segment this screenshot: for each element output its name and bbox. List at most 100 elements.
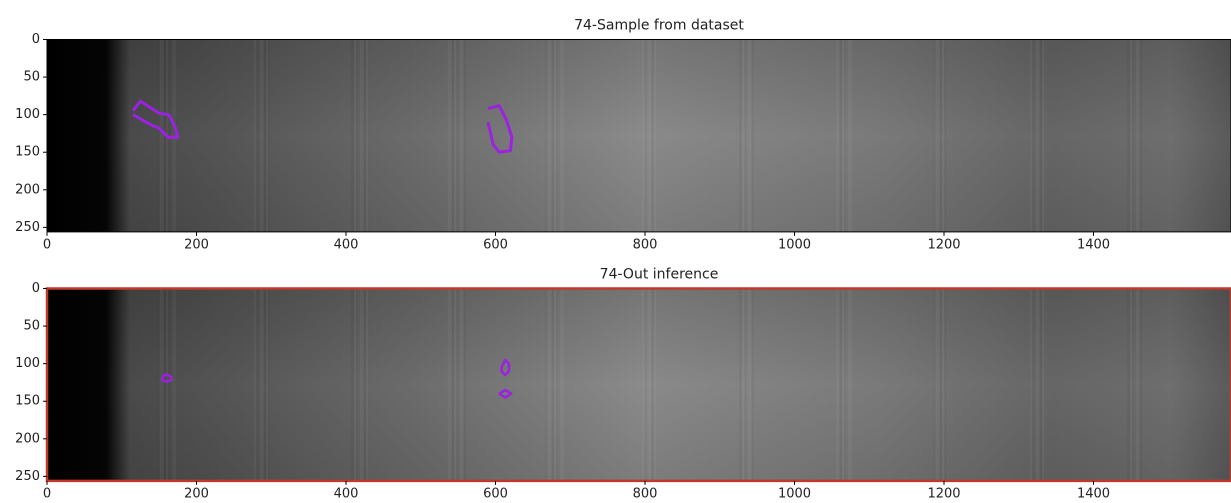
texture xyxy=(939,39,942,232)
texture xyxy=(642,288,644,481)
contour xyxy=(500,358,511,377)
texture xyxy=(354,288,356,481)
texture xyxy=(939,288,942,481)
texture xyxy=(648,288,652,481)
texture xyxy=(363,39,366,232)
texture xyxy=(451,288,454,481)
x-tick-label: 1000 xyxy=(778,237,811,252)
texture xyxy=(1139,288,1142,481)
texture xyxy=(942,39,944,232)
texture xyxy=(454,39,456,232)
texture xyxy=(651,39,654,232)
texture xyxy=(560,288,564,481)
texture xyxy=(1130,288,1132,481)
x-tick-label: 800 xyxy=(633,237,658,252)
texture xyxy=(654,39,656,232)
texture xyxy=(751,288,754,481)
x-tick-label: 0 xyxy=(43,486,51,501)
texture xyxy=(1136,288,1140,481)
y-tick-label: 100 xyxy=(15,356,40,371)
texture xyxy=(463,288,466,481)
texture xyxy=(257,39,258,232)
y-tick-label: 150 xyxy=(15,394,40,409)
texture xyxy=(545,39,546,232)
texture xyxy=(942,288,944,481)
texture xyxy=(1039,288,1042,481)
texture xyxy=(457,39,458,232)
y-tick-label: 100 xyxy=(15,107,40,122)
chart-title: 74-Sample from dataset xyxy=(574,18,744,34)
texture xyxy=(257,288,258,481)
x-tick-label: 200 xyxy=(184,486,209,501)
texture xyxy=(1133,39,1134,232)
image-shade xyxy=(47,39,1231,232)
texture xyxy=(751,39,754,232)
y-tick-label: 0 xyxy=(32,32,40,47)
texture xyxy=(166,288,168,481)
texture xyxy=(651,288,654,481)
texture xyxy=(845,39,846,232)
texture xyxy=(654,288,656,481)
texture xyxy=(945,39,946,232)
x-tick-label: 600 xyxy=(483,237,508,252)
texture xyxy=(1039,39,1042,232)
texture xyxy=(360,39,364,232)
texture xyxy=(1036,39,1040,232)
x-tick-label: 800 xyxy=(633,486,658,501)
texture xyxy=(551,39,554,232)
x-tick-label: 400 xyxy=(334,237,359,252)
texture xyxy=(739,39,742,232)
x-tick-label: 1400 xyxy=(1077,237,1110,252)
texture xyxy=(254,39,256,232)
texture xyxy=(548,288,552,481)
texture xyxy=(363,288,366,481)
texture xyxy=(848,288,852,481)
texture xyxy=(748,39,752,232)
texture xyxy=(260,39,264,232)
texture xyxy=(1139,39,1142,232)
texture xyxy=(1136,39,1140,232)
texture xyxy=(842,288,844,481)
texture xyxy=(160,39,164,232)
texture xyxy=(448,39,452,232)
texture xyxy=(351,39,354,232)
y-tick-label: 250 xyxy=(15,469,40,484)
y-tick-label: 50 xyxy=(23,319,40,334)
texture xyxy=(460,39,464,232)
texture xyxy=(269,39,270,232)
texture xyxy=(1033,39,1034,232)
texture xyxy=(551,288,554,481)
texture xyxy=(742,39,744,232)
texture xyxy=(254,288,256,481)
texture xyxy=(642,39,644,232)
x-tick-label: 1000 xyxy=(778,486,811,501)
x-tick-label: 200 xyxy=(184,237,209,252)
texture xyxy=(1030,39,1032,232)
x-tick-label: 400 xyxy=(334,486,359,501)
texture xyxy=(936,39,940,232)
texture xyxy=(836,288,840,481)
texture xyxy=(848,39,852,232)
texture xyxy=(357,39,358,232)
texture xyxy=(745,288,746,481)
chart-title: 74-Out inference xyxy=(600,267,719,283)
texture xyxy=(266,39,268,232)
texture xyxy=(548,39,552,232)
texture xyxy=(945,288,946,481)
y-tick-label: 150 xyxy=(15,145,40,160)
texture xyxy=(839,288,842,481)
texture xyxy=(463,39,466,232)
texture xyxy=(460,288,464,481)
texture xyxy=(260,288,264,481)
texture xyxy=(354,39,356,232)
texture xyxy=(1036,288,1040,481)
texture xyxy=(1127,288,1130,481)
texture xyxy=(269,288,270,481)
texture xyxy=(933,39,934,232)
texture xyxy=(451,39,454,232)
y-tick-label: 50 xyxy=(23,70,40,85)
texture xyxy=(554,39,556,232)
texture xyxy=(457,288,458,481)
axes-frame xyxy=(45,287,1231,483)
